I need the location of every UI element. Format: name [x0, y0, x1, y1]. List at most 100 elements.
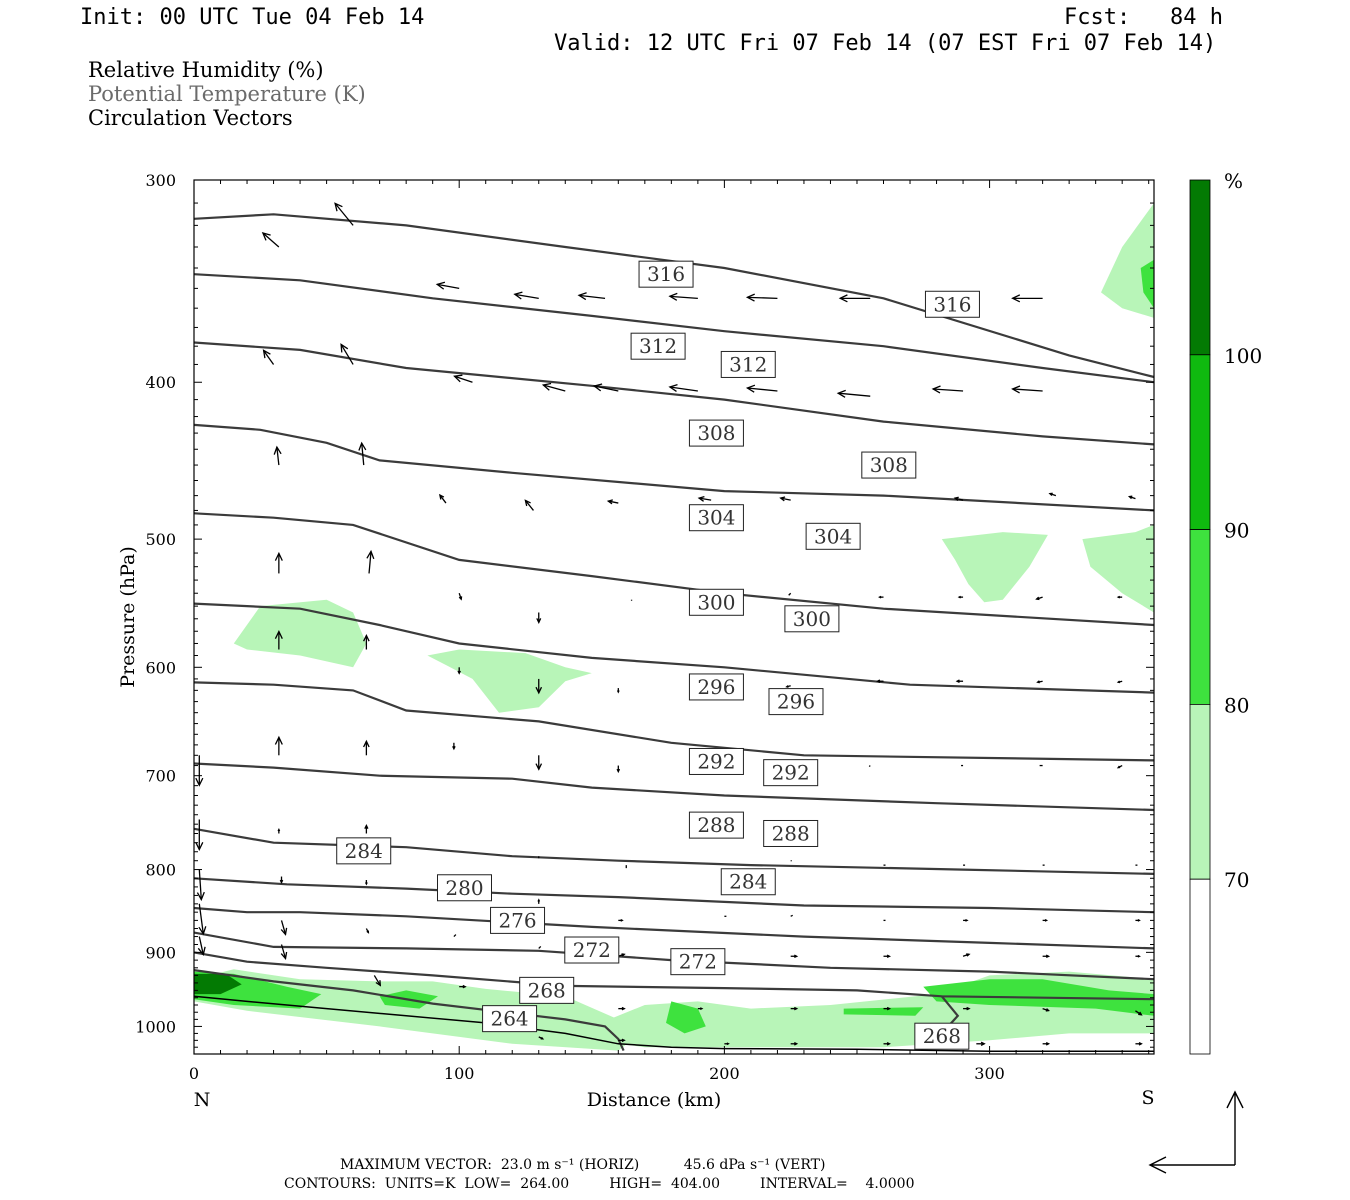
vector-arrow — [668, 383, 698, 392]
contour-label: 292 — [688, 747, 744, 775]
contour-label: 276 — [490, 906, 546, 934]
vector-arrow — [274, 735, 283, 756]
humidity-area — [666, 1001, 706, 1034]
vector-arrow — [363, 634, 370, 650]
theta-contour — [193, 762, 1155, 812]
vector-arrow — [745, 384, 778, 393]
vector-arrow — [435, 281, 460, 290]
vector-arrow — [1135, 1042, 1143, 1046]
reference-vector-vertical — [1226, 1090, 1244, 1165]
title-relative-humidity: Relative Humidity (%) — [88, 58, 324, 82]
vector-arrow — [953, 496, 964, 501]
vector-arrow — [962, 953, 971, 957]
vector-arrow — [1011, 294, 1043, 303]
theta-contour — [193, 213, 1155, 379]
vector-arrow — [280, 944, 288, 960]
vector-arrow — [616, 688, 620, 694]
vector-arrow — [1135, 919, 1141, 922]
vector-arrow — [453, 934, 457, 938]
vector-arrow — [931, 385, 964, 394]
vector-arrow — [196, 869, 205, 902]
vector-arrow — [459, 984, 467, 989]
vector-arrow — [957, 595, 964, 599]
vector-arrow — [618, 1006, 626, 1011]
theta-contour — [193, 827, 1155, 875]
humidity-area — [233, 599, 367, 668]
vector-arrow — [1042, 1042, 1051, 1046]
y-tick-label: 900 — [145, 943, 176, 962]
theta-contour — [193, 273, 1155, 384]
contour-label: 304 — [688, 504, 744, 532]
terrain-line — [193, 995, 1154, 1053]
vector-arrow — [537, 898, 541, 904]
colorbar-unit-label: % — [1224, 169, 1243, 193]
colorbar-segment — [1189, 529, 1211, 705]
humidity-area — [941, 532, 1048, 603]
vector-arrow — [524, 499, 534, 511]
contour-info-note: CONTOURS: UNITS=K LOW= 264.00 HIGH= 404.… — [284, 1176, 915, 1192]
circulation-vectors — [195, 202, 1143, 1046]
vector-arrow — [340, 343, 354, 365]
y-axis-label: Pressure (hPa) — [117, 546, 139, 688]
vector-arrow — [453, 374, 473, 383]
y-tick-label: 600 — [145, 658, 176, 677]
x-end-label-north: N — [194, 1089, 211, 1111]
vector-arrow — [1042, 1008, 1050, 1012]
svg-text:308: 308 — [697, 421, 735, 445]
svg-text:284: 284 — [345, 839, 383, 863]
vector-arrow — [592, 383, 619, 392]
y-tick-label: 500 — [145, 530, 176, 549]
vector-arrow — [274, 629, 283, 650]
vector-arrow — [955, 679, 964, 683]
forecast-hour: Fcst: 84 h — [1064, 5, 1223, 30]
svg-text:304: 304 — [814, 524, 852, 548]
theta-contour — [193, 877, 1155, 914]
colorbar-tick-label: 90 — [1224, 519, 1249, 543]
colorbar-segment — [1189, 179, 1211, 356]
vector-arrow — [197, 936, 206, 957]
vector-arrow — [1116, 680, 1123, 684]
contour-label: 280 — [436, 874, 492, 902]
humidity-area — [1101, 203, 1154, 318]
vector-arrow — [452, 742, 456, 751]
vector-arrow — [785, 685, 791, 688]
svg-text:268: 268 — [923, 1024, 961, 1048]
contour-label: 284 — [336, 837, 392, 865]
contour-label: 268 — [519, 976, 575, 1004]
vector-arrow — [373, 975, 382, 987]
vector-arrow — [788, 592, 792, 596]
svg-text:300: 300 — [793, 607, 831, 631]
svg-text:284: 284 — [729, 870, 767, 894]
vector-arrow — [745, 293, 778, 302]
vector-arrow — [538, 1036, 545, 1040]
vector-arrow — [697, 495, 712, 502]
vector-arrow — [790, 1006, 799, 1011]
svg-text:288: 288 — [697, 813, 735, 837]
vector-arrow — [541, 382, 566, 392]
reference-vector-icon — [1148, 1090, 1244, 1174]
vector-arrow — [1042, 919, 1049, 922]
vector-arrow — [261, 232, 280, 248]
vector-arrow — [364, 824, 369, 834]
humidity-area — [1140, 259, 1154, 309]
svg-text:312: 312 — [729, 352, 767, 376]
vector-arrow — [724, 1042, 730, 1046]
vector-arrow — [334, 202, 354, 226]
svg-text:316: 316 — [647, 262, 685, 286]
vector-arrow — [513, 291, 539, 300]
contour-label: 292 — [763, 759, 819, 787]
theta-contour — [193, 341, 1155, 446]
humidity-area — [843, 1007, 924, 1016]
contour-label: 316 — [638, 260, 694, 288]
vector-arrow — [779, 496, 791, 502]
x-tick-label: 200 — [709, 1064, 740, 1083]
contour-label: 316 — [924, 290, 980, 318]
svg-text:300: 300 — [697, 590, 735, 614]
vector-arrow — [363, 739, 370, 756]
vector-arrow — [883, 1006, 892, 1011]
x-tick-label: 0 — [189, 1064, 199, 1083]
svg-text:264: 264 — [490, 1007, 528, 1031]
vector-arrow — [273, 445, 282, 466]
colorbar: 70 80 90 100% — [1189, 169, 1262, 1055]
